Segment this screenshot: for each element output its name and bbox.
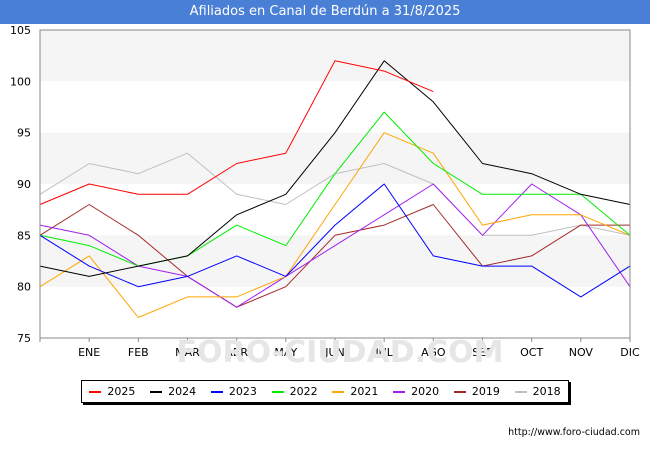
y-tick-label: 75 <box>17 332 31 345</box>
legend-swatch <box>210 390 223 393</box>
x-tick-label: OCT <box>520 346 543 359</box>
legend-item-2025: 2025 <box>89 385 135 398</box>
legend-swatch <box>453 390 466 393</box>
series-line-2024 <box>39 60 631 277</box>
legend-label: 2018 <box>532 385 561 398</box>
legend: 2025 2024 2023 2022 2021 2020 2019 2018 <box>81 380 569 403</box>
legend-label: 2020 <box>411 385 440 398</box>
grid-band <box>40 184 630 236</box>
grid-band <box>40 132 630 184</box>
x-tick-label: MAR <box>175 346 200 359</box>
legend-label: 2023 <box>228 385 257 398</box>
legend-label: 2025 <box>107 385 136 398</box>
y-axis-ticks: 75 80 85 90 95 100 105 <box>10 24 31 345</box>
legend-label: 2022 <box>289 385 318 398</box>
y-tick-label: 95 <box>17 127 31 140</box>
y-tick-label: 100 <box>10 75 31 88</box>
y-tick-label: 90 <box>17 178 31 191</box>
x-tick-label: DIC <box>620 346 640 359</box>
grid-band <box>40 286 630 338</box>
chart-title: Afiliados en Canal de Berdún a 31/8/2025 <box>0 0 650 24</box>
x-tick-label: JUL <box>374 346 393 359</box>
y-tick-label: 105 <box>10 24 31 37</box>
series-lines <box>39 60 631 318</box>
x-tick-label: FEB <box>128 346 149 359</box>
grid-band <box>40 30 630 82</box>
legend-label: 2021 <box>350 385 379 398</box>
legend-swatch <box>89 390 102 393</box>
x-tick-label: SEP <box>472 346 493 359</box>
grid-bands <box>40 30 630 338</box>
series-line-2019 <box>39 204 630 308</box>
plot-frame <box>39 29 631 339</box>
legend-label: 2024 <box>168 385 197 398</box>
watermark-text: FORO-CIUDAD.COM <box>177 335 504 370</box>
legend-item-2018: 2018 <box>514 385 561 398</box>
legend-item-2023: 2023 <box>210 385 257 398</box>
legend-item-2022: 2022 <box>271 385 318 398</box>
x-tick-label: AGO <box>421 346 446 359</box>
x-tick-label: MAY <box>274 346 297 359</box>
legend-swatch <box>150 390 163 393</box>
legend-swatch <box>393 390 406 393</box>
x-tick-label: JUN <box>324 346 345 359</box>
grid-band <box>40 81 630 133</box>
source-url: http://www.foro-ciudad.com <box>508 427 640 438</box>
legend-swatch <box>332 390 345 393</box>
y-tick-label: 80 <box>17 281 31 294</box>
series-line-2021 <box>39 132 631 318</box>
legend-swatch <box>514 390 527 393</box>
x-tick-label: NOV <box>569 346 594 359</box>
x-axis-ticks: ENE FEB MAR ABR MAY JUN JUL AGO SEP OCT NOV DIC <box>39 338 640 359</box>
grid-band <box>40 235 630 287</box>
y-tick-label: 85 <box>17 229 31 242</box>
legend-swatch <box>271 390 284 393</box>
x-tick-label: ABR <box>225 346 248 359</box>
legend-item-2020: 2020 <box>393 385 439 398</box>
series-line-2025 <box>39 60 434 205</box>
x-tick-label: ENE <box>78 346 100 359</box>
legend-item-2024: 2024 <box>150 385 196 398</box>
legend-item-2019: 2019 <box>453 385 500 398</box>
legend-label: 2019 <box>471 385 500 398</box>
legend-item-2021: 2021 <box>332 385 378 398</box>
series-line-2023 <box>39 183 631 298</box>
